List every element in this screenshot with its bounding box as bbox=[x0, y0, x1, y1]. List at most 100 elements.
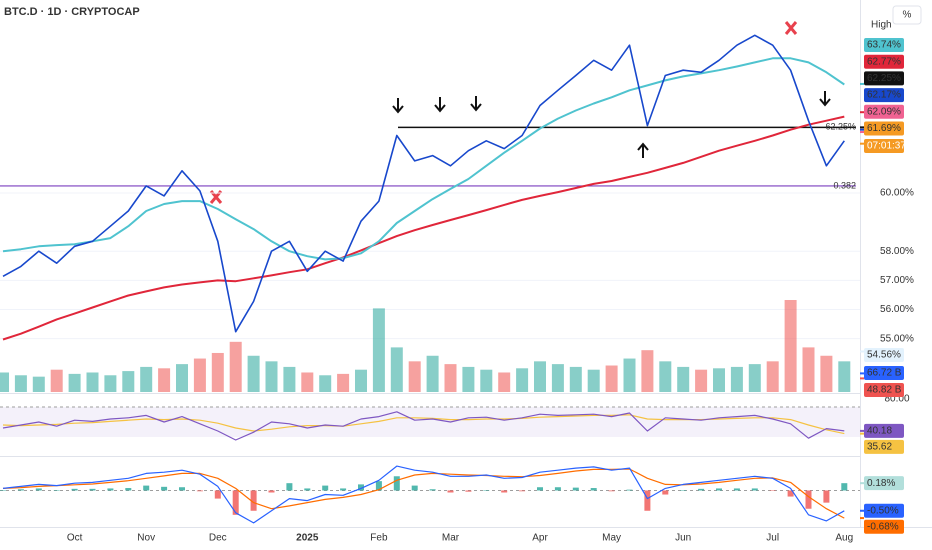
countdown: 07:01:37 bbox=[867, 141, 906, 152]
volume-bar bbox=[462, 366, 475, 392]
volume-label: 66.72 B bbox=[867, 368, 902, 379]
volume-bar bbox=[50, 369, 63, 392]
macd-histogram bbox=[71, 488, 78, 491]
macd-line bbox=[2, 465, 845, 524]
x-tick-label: Jul bbox=[766, 533, 779, 544]
x-tick-label: 2025 bbox=[296, 533, 319, 544]
y-tick-label: 55.00% bbox=[880, 333, 914, 344]
y-tick-label: 60.00% bbox=[880, 188, 914, 199]
volume-bar bbox=[516, 368, 529, 392]
macd-histogram bbox=[35, 488, 42, 491]
arrow-down bbox=[392, 98, 404, 114]
price-label-bg bbox=[864, 88, 904, 103]
volume-bar bbox=[659, 361, 672, 392]
volume-bar bbox=[408, 361, 421, 392]
macd-histogram bbox=[143, 485, 150, 491]
indicator-label: -0.68% bbox=[867, 521, 899, 532]
volume-label-bg bbox=[864, 383, 904, 397]
macd-histogram bbox=[322, 485, 329, 491]
y-tick-label: 57.00% bbox=[880, 275, 914, 286]
scale-button[interactable]: % bbox=[903, 10, 912, 21]
x-tick-label: Apr bbox=[532, 533, 548, 544]
x-tick-label: Mar bbox=[442, 533, 460, 544]
indicator-label-bg bbox=[864, 423, 904, 438]
price-label: 62.77% bbox=[867, 56, 901, 67]
low-value-bg bbox=[864, 348, 904, 362]
volume-bar bbox=[569, 366, 582, 392]
volume-bar bbox=[426, 355, 439, 392]
volume-bar bbox=[820, 355, 833, 392]
volume-bar bbox=[534, 361, 546, 392]
arrow-down bbox=[434, 97, 446, 113]
volume-label-bg bbox=[864, 366, 904, 380]
price-label-bg bbox=[864, 121, 904, 136]
arrow-down bbox=[470, 96, 482, 112]
indicator-label: 35.62 bbox=[867, 442, 892, 453]
price-label-bg bbox=[864, 54, 904, 69]
volume-bar bbox=[68, 373, 81, 392]
volume-bar bbox=[104, 375, 117, 392]
annotations bbox=[392, 91, 831, 158]
arrow-up bbox=[637, 142, 649, 158]
volume-bar bbox=[176, 364, 188, 392]
price-label: 62.25% bbox=[867, 73, 901, 84]
macd-histogram bbox=[716, 488, 722, 491]
macd-histogram bbox=[53, 490, 60, 491]
volume-bar bbox=[122, 371, 135, 392]
macd-histogram bbox=[823, 490, 830, 503]
indicator-label-bg bbox=[864, 439, 904, 454]
macd-histogram bbox=[608, 490, 615, 492]
macd-histogram bbox=[662, 490, 669, 495]
macd-histogram bbox=[769, 490, 776, 491]
macd-histogram bbox=[787, 490, 794, 497]
macd-histogram bbox=[751, 488, 758, 491]
macd-histogram bbox=[501, 490, 508, 493]
volume-bar bbox=[677, 366, 690, 392]
x-tick-label: Nov bbox=[137, 533, 155, 544]
volume-bar bbox=[713, 368, 725, 392]
macd-signal bbox=[2, 468, 845, 519]
volume-bar bbox=[337, 373, 350, 392]
macd-histogram bbox=[125, 488, 132, 491]
macd-histogram bbox=[805, 490, 812, 509]
volume-bar bbox=[140, 366, 153, 392]
cross bbox=[784, 21, 798, 35]
volume-bar bbox=[802, 347, 815, 392]
level-label: 0.382 bbox=[833, 180, 856, 190]
macd-histogram bbox=[626, 489, 633, 491]
price-line bbox=[2, 57, 845, 261]
macd-histogram bbox=[286, 483, 293, 491]
macd-histogram bbox=[841, 483, 848, 491]
macd-histogram bbox=[232, 490, 239, 515]
volume-bar bbox=[587, 369, 600, 392]
macd-histogram bbox=[447, 490, 454, 493]
volume-bar bbox=[444, 364, 457, 392]
volume-bar bbox=[748, 364, 761, 392]
macd-histogram bbox=[0, 490, 6, 491]
volume-bar bbox=[551, 364, 564, 392]
macd-histogram bbox=[483, 490, 490, 491]
volume-bar bbox=[211, 352, 224, 392]
volume-bar bbox=[730, 366, 743, 392]
macd-histogram bbox=[429, 489, 436, 491]
arrow-down bbox=[819, 91, 831, 107]
volume-bar bbox=[265, 361, 278, 392]
volume-bar bbox=[32, 376, 45, 392]
volume-bar bbox=[229, 341, 242, 392]
volume-bar bbox=[372, 308, 385, 392]
volume-bar bbox=[0, 372, 9, 392]
volume-bar bbox=[766, 361, 779, 392]
price-label: 62.09% bbox=[867, 106, 901, 117]
volume-bar bbox=[838, 361, 851, 392]
x-tick-label: Oct bbox=[67, 533, 83, 544]
macd-histogram bbox=[179, 487, 185, 491]
macd-histogram bbox=[214, 490, 221, 499]
countdown-bg bbox=[864, 139, 904, 153]
scale-button-bg[interactable] bbox=[892, 5, 922, 25]
macd-histogram bbox=[698, 488, 705, 491]
volume-bar bbox=[319, 375, 332, 392]
price-label: 62.17% bbox=[867, 90, 901, 101]
price-label: 63.74% bbox=[867, 40, 901, 51]
volume-bar bbox=[247, 355, 260, 392]
